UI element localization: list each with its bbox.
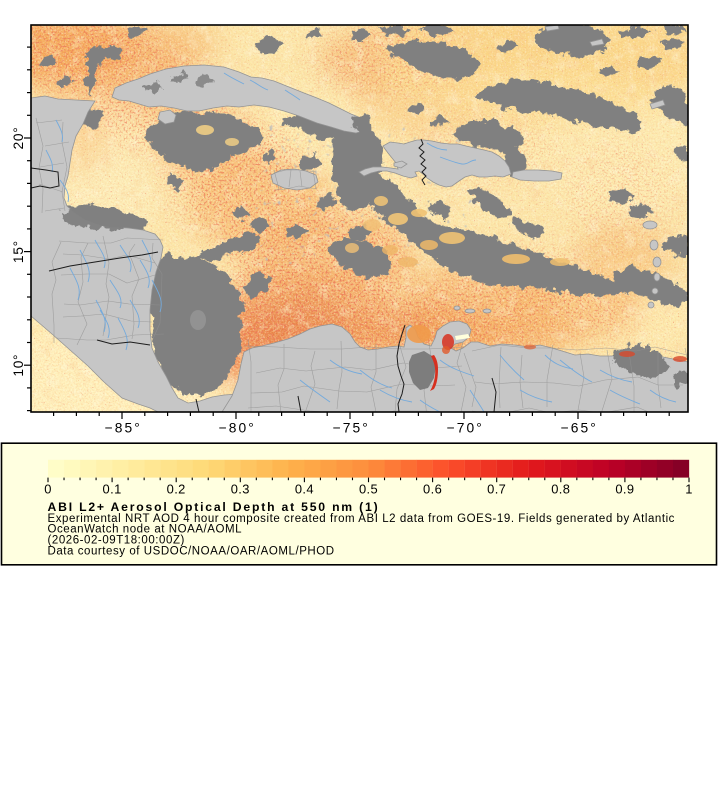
svg-text:0.1: 0.1 — [103, 481, 122, 496]
svg-text:−70°: −70° — [447, 420, 484, 435]
svg-text:0.8: 0.8 — [551, 481, 570, 496]
svg-text:ABI L2+ Aerosol Optical Depth: ABI L2+ Aerosol Optical Depth at 550 nm … — [48, 500, 380, 514]
svg-text:0.3: 0.3 — [231, 481, 250, 496]
svg-text:0.2: 0.2 — [167, 481, 186, 496]
svg-text:1: 1 — [685, 481, 693, 496]
svg-text:0.9: 0.9 — [615, 481, 634, 496]
svg-text:0.4: 0.4 — [295, 481, 314, 496]
svg-text:0.6: 0.6 — [423, 481, 442, 496]
svg-text:Experimental NRT AOD 4 hour co: Experimental NRT AOD 4 hour composite cr… — [48, 513, 676, 525]
svg-text:−65°: −65° — [561, 420, 598, 435]
svg-text:0.5: 0.5 — [359, 481, 378, 496]
svg-text:Data courtesy of USDOC/NOAA/OA: Data courtesy of USDOC/NOAA/OAR/AOML/PHO… — [48, 545, 335, 557]
svg-text:−80°: −80° — [219, 420, 256, 435]
svg-text:(2026-02-09T18:00:00Z): (2026-02-09T18:00:00Z) — [48, 534, 185, 546]
svg-text:−85°: −85° — [105, 420, 142, 435]
svg-text:OceanWatch node at NOAA/AOML: OceanWatch node at NOAA/AOML — [48, 524, 243, 536]
svg-text:−75°: −75° — [333, 420, 370, 435]
svg-text:20°: 20° — [11, 127, 26, 150]
svg-text:0.7: 0.7 — [487, 481, 506, 496]
svg-text:10°: 10° — [11, 354, 26, 377]
svg-text:0: 0 — [44, 481, 52, 496]
svg-text:15°: 15° — [11, 240, 26, 263]
